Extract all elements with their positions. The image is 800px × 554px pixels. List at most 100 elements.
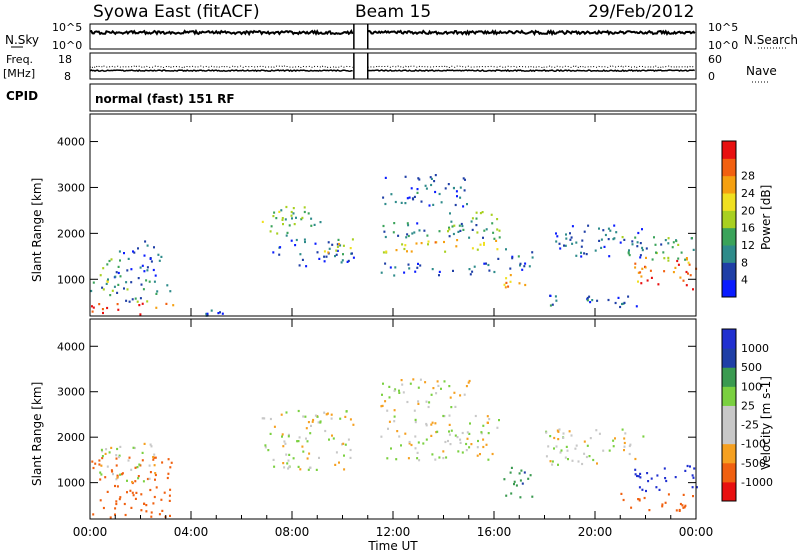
heatmap-cell — [168, 494, 171, 497]
heatmap-cell — [557, 463, 559, 466]
heatmap-cell — [448, 433, 451, 436]
heatmap-cell — [580, 251, 582, 254]
heatmap-cell — [341, 259, 344, 262]
station-title: Syowa East (fitACF) — [93, 2, 260, 22]
heatmap-cell — [414, 435, 417, 438]
heatmap-cell — [90, 289, 93, 293]
heatmap-cell — [115, 500, 118, 503]
heatmap-cell — [410, 250, 413, 253]
heatmap-cell — [635, 305, 638, 308]
heatmap-cell — [691, 237, 693, 240]
heatmap-cell — [407, 263, 410, 266]
heatmap-cell — [671, 246, 674, 249]
heatmap-cell — [447, 230, 449, 233]
heatmap-cell — [641, 488, 644, 491]
heatmap-cell — [475, 211, 478, 214]
heatmap-cell — [139, 464, 142, 467]
heatmap-cell — [152, 456, 155, 459]
heatmap-cell — [471, 247, 474, 250]
heatmap-cell — [417, 262, 419, 265]
heatmap-cell — [607, 298, 610, 302]
colorbar-segment — [722, 329, 736, 349]
heatmap-cell — [639, 242, 642, 245]
heatmap-cell — [482, 445, 485, 449]
heatmap-cell — [644, 266, 647, 269]
heatmap-cell — [116, 303, 119, 306]
heatmap-cell — [132, 494, 135, 497]
heatmap-cell — [423, 229, 426, 232]
colorbar-tick-label: 1000 — [741, 342, 769, 355]
heatmap-cell — [674, 476, 677, 479]
y-tick-label: 4000 — [57, 340, 85, 353]
heatmap-cell — [615, 231, 618, 234]
heatmap-cell — [634, 473, 637, 476]
heatmap-cell — [679, 276, 682, 279]
heatmap-cell — [504, 286, 507, 289]
heatmap-cell — [263, 417, 266, 420]
heatmap-cell — [495, 239, 498, 242]
heatmap-cell — [101, 308, 104, 311]
heatmap-cell — [380, 271, 383, 274]
heatmap-cell — [342, 442, 345, 445]
heatmap-cell — [131, 491, 134, 494]
heatmap-cell — [566, 449, 569, 452]
heatmap-cell — [560, 449, 563, 452]
heatmap-cell — [106, 490, 109, 493]
nave-line — [89, 65, 695, 69]
heatmap-cell — [142, 288, 145, 291]
heatmap-cell — [509, 471, 512, 474]
heatmap-cell — [663, 467, 666, 470]
heatmap-cell — [454, 203, 457, 207]
heatmap-cell — [575, 241, 578, 244]
heatmap-cell — [608, 255, 611, 258]
heatmap-cell — [600, 238, 603, 241]
heatmap-cell — [293, 223, 296, 226]
heatmap-cell — [470, 443, 473, 446]
heatmap-cell — [437, 384, 440, 387]
heatmap-cell — [394, 388, 397, 391]
heatmap-cell — [612, 439, 615, 442]
heatmap-cell — [637, 498, 640, 501]
heatmap-cell — [507, 285, 510, 288]
heatmap-cell — [161, 509, 164, 512]
heatmap-cell — [557, 438, 560, 441]
colorbar-segment — [722, 462, 736, 483]
heatmap-cell — [454, 405, 457, 408]
heatmap-cell — [108, 259, 111, 263]
heatmap-cell — [290, 239, 293, 242]
heatmap-cell — [449, 396, 452, 399]
heatmap-cell — [294, 244, 297, 247]
heatmap-cell — [491, 452, 494, 456]
heatmap-cell — [276, 232, 279, 235]
heatmap-cell — [429, 176, 432, 179]
heatmap-cell — [406, 250, 408, 253]
heatmap-cell — [638, 499, 641, 502]
heatmap-cell — [145, 279, 148, 282]
heatmap-cell — [286, 231, 289, 234]
heatmap-cell — [302, 450, 305, 453]
heatmap-cell — [416, 222, 419, 225]
heatmap-cell — [468, 432, 471, 435]
heatmap-cell — [143, 254, 146, 257]
heatmap-cell — [471, 217, 474, 220]
heatmap-cell — [627, 251, 630, 254]
velocity-colorbar: 1000 500 100 25 -25 -100 -500 -1000 — [721, 328, 773, 502]
heatmap-cell — [425, 438, 428, 441]
heatmap-cell — [497, 257, 500, 260]
heatmap-cell — [466, 431, 469, 434]
heatmap-cell — [99, 471, 102, 474]
heatmap-cell — [382, 196, 385, 199]
freq-left-label-line2: [MHz] — [3, 67, 35, 80]
heatmap-cell — [519, 496, 522, 499]
heatmap-cell — [639, 271, 642, 274]
heatmap-cell — [327, 241, 330, 244]
heatmap-cell — [99, 478, 102, 481]
heatmap-cell — [169, 290, 172, 293]
heatmap-cell — [331, 243, 334, 246]
heatmap-cell — [149, 488, 152, 492]
heatmap-cell — [571, 242, 574, 245]
heatmap-cell — [395, 458, 398, 461]
heatmap-cell — [288, 466, 291, 469]
heatmap-cell — [126, 269, 129, 272]
heatmap-cell — [583, 440, 586, 443]
